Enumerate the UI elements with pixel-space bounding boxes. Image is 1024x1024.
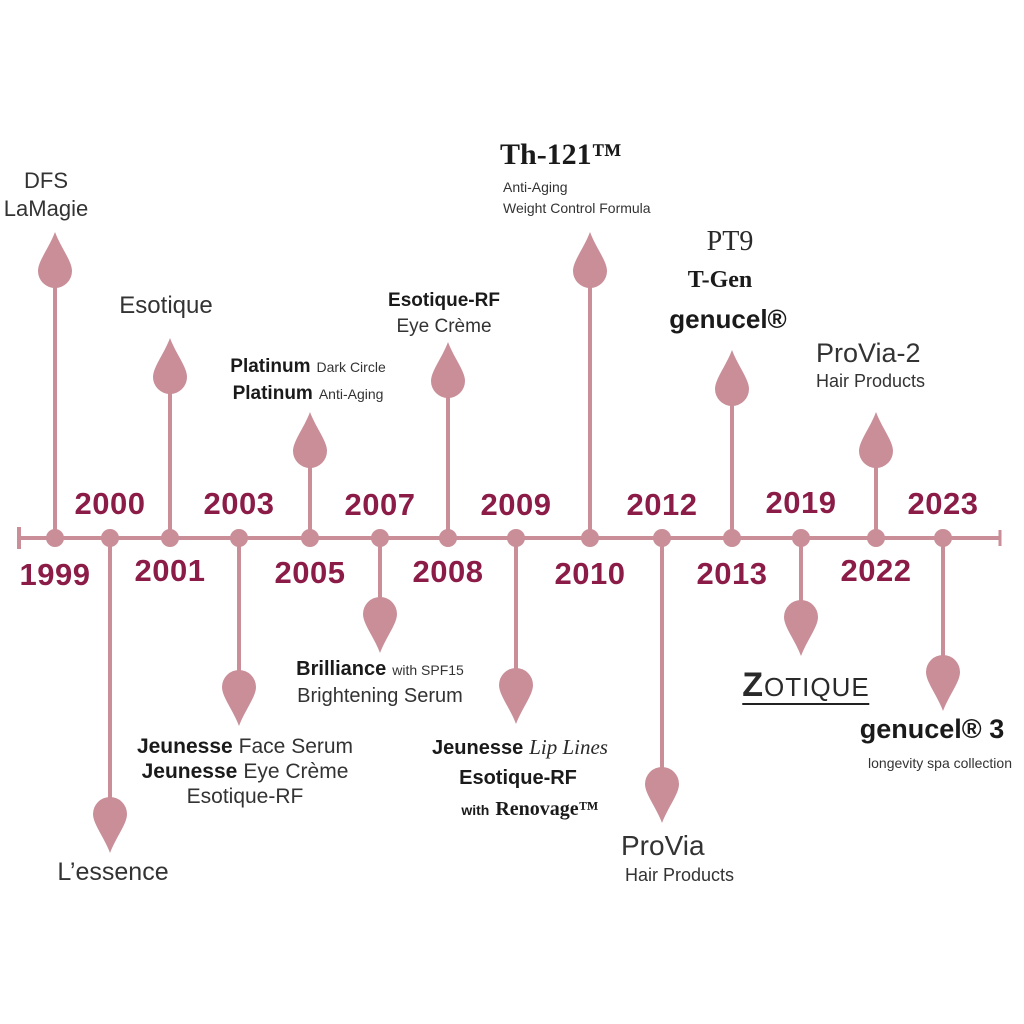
product-label-part: Renovage™ [495,798,599,820]
product-label-part: Platinum [232,383,313,404]
product-label-2009: Jeunesse Lip Lines [432,735,608,759]
year-label-2008: 2008 [412,554,484,589]
drop-marker-2009 [499,668,533,724]
drop-marker-2019 [784,600,818,656]
product-label-2010: Th-121™ [500,138,622,171]
product-label-2008: Eye Crème [396,316,492,337]
node-2012 [653,529,671,547]
product-label-2008: Esotique-RF [388,290,500,311]
product-label-part: Eye Crème [243,760,349,783]
product-label-2007: Brilliance with SPF15 [296,659,464,679]
node-2003 [230,529,248,547]
product-label-2000: L’essence [57,858,169,886]
product-label-part: Lip Lines [529,735,608,759]
product-label-2003: Jeunesse Eye Crème [142,761,349,782]
product-label-2013: PT9 [706,226,754,257]
product-label-2012: ProVia [621,830,705,861]
year-label-2010: 2010 [554,556,626,591]
node-2022 [867,529,885,547]
node-2010 [581,529,599,547]
node-2000 [101,529,119,547]
drop-marker-2003 [222,670,256,726]
product-label-2023: genucel® 3 [859,714,1005,744]
product-label-2009: Esotique-RF [459,767,577,789]
drop-marker-2010 [573,232,607,288]
product-label-part: Dark Circle [316,359,386,375]
product-label-part: Brilliance [296,658,387,680]
year-label-2003: 2003 [203,486,275,521]
product-label-part: Jeunesse [141,760,238,783]
drop-marker-2022 [859,412,893,468]
node-2019 [792,529,810,547]
product-label-2009: with Renovage™ [461,799,598,819]
product-label-2013: T-Gen [687,267,753,293]
node-2009 [507,529,525,547]
node-2005 [301,529,319,547]
product-label-2022: Hair Products [816,371,926,391]
product-label-part: Jeunesse [432,737,524,759]
year-label-2019: 2019 [765,485,837,520]
product-label-part: Face Serum [238,735,354,758]
product-label-1999: LaMagie [3,196,89,221]
year-label-1999: 1999 [19,557,91,592]
year-label-2001: 2001 [134,553,206,588]
product-label-2005: Platinum Anti-Aging [233,384,384,403]
node-2023 [934,529,952,547]
year-label-2013: 2013 [696,556,768,591]
year-label-2022: 2022 [840,553,912,588]
product-label-2001: Esotique [119,292,213,319]
drop-marker-2008 [431,342,465,398]
product-label-2022: ProVia-2 [816,338,921,368]
product-label-part: Jeunesse [136,735,233,758]
product-label-part: Anti-Aging [318,386,384,402]
year-label-2009: 2009 [480,487,552,522]
drop-marker-2001 [153,338,187,394]
product-label-2010: Weight Control Formula [503,200,651,216]
product-label-part: with [461,802,490,818]
product-label-2010: Anti-Aging [503,179,568,195]
product-label-2003: Jeunesse Face Serum [137,736,353,757]
node-1999 [46,529,64,547]
product-label-2012: Hair Products [625,865,735,885]
product-label-2007: Brightening Serum [297,685,463,707]
product-label-part: with SPF15 [392,662,464,678]
zotique-logo: ZOTIQUE [742,666,870,705]
drop-marker-2012 [645,767,679,823]
year-label-2012: 2012 [626,487,698,522]
drop-marker-2023 [926,655,960,711]
drop-marker-2005 [293,412,327,468]
drop-marker-2000 [93,797,127,853]
product-label-2003: Esotique-RF [186,785,304,808]
product-label-2013: genucel® [669,304,787,334]
product-label-part: Platinum [230,356,311,377]
drop-marker-1999 [38,232,72,288]
product-label-2023: longevity spa collection [868,755,1012,771]
year-label-2007: 2007 [344,487,416,522]
year-label-2005: 2005 [274,555,346,590]
drop-marker-2007 [363,597,397,653]
product-label-1999: DFS [24,168,68,193]
node-2008 [439,529,457,547]
year-label-2023: 2023 [907,486,979,521]
drop-marker-2013 [715,350,749,406]
product-label-2005: Platinum Dark Circle [230,357,385,376]
node-2007 [371,529,389,547]
node-2001 [161,529,179,547]
node-2013 [723,529,741,547]
year-label-2000: 2000 [74,486,146,521]
